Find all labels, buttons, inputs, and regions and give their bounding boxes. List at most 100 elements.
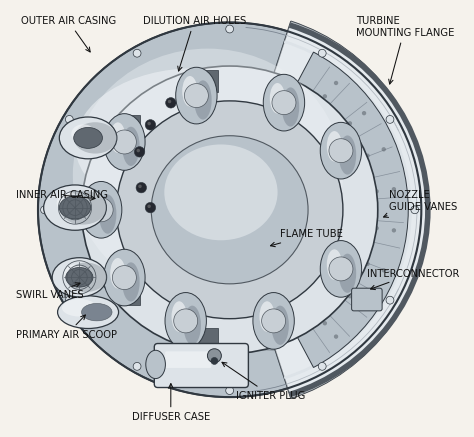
Ellipse shape [253, 292, 294, 349]
Circle shape [349, 160, 354, 164]
Ellipse shape [89, 198, 113, 222]
Ellipse shape [73, 49, 343, 301]
Circle shape [317, 173, 321, 177]
Circle shape [362, 111, 366, 115]
Ellipse shape [194, 80, 211, 120]
Ellipse shape [82, 66, 378, 354]
Ellipse shape [164, 145, 278, 240]
Ellipse shape [81, 181, 122, 238]
Circle shape [348, 294, 352, 298]
Ellipse shape [262, 309, 285, 333]
Ellipse shape [87, 190, 102, 221]
FancyBboxPatch shape [196, 70, 218, 92]
Text: DIFFUSER CASE: DIFFUSER CASE [132, 384, 210, 422]
Circle shape [357, 224, 362, 228]
Circle shape [333, 249, 337, 253]
Circle shape [226, 25, 234, 33]
Text: INTERCONNECTOR: INTERCONNECTOR [367, 269, 459, 290]
Circle shape [382, 147, 386, 152]
Ellipse shape [71, 124, 95, 143]
Circle shape [41, 206, 48, 214]
Ellipse shape [59, 191, 106, 225]
Circle shape [289, 134, 293, 139]
Ellipse shape [184, 83, 209, 108]
Ellipse shape [173, 199, 391, 351]
Circle shape [334, 132, 338, 135]
Ellipse shape [57, 296, 118, 329]
Ellipse shape [122, 127, 140, 166]
Circle shape [168, 100, 171, 103]
Circle shape [300, 295, 305, 299]
Circle shape [138, 184, 142, 188]
Ellipse shape [59, 117, 117, 159]
Circle shape [311, 308, 316, 312]
Circle shape [365, 153, 370, 158]
Circle shape [137, 149, 140, 152]
FancyBboxPatch shape [155, 343, 248, 388]
Text: SWIRL VANES: SWIRL VANES [16, 283, 84, 300]
Circle shape [386, 115, 394, 123]
Ellipse shape [208, 349, 221, 363]
Ellipse shape [329, 139, 353, 163]
Ellipse shape [73, 122, 117, 153]
Ellipse shape [44, 185, 106, 230]
Wedge shape [229, 21, 428, 398]
Ellipse shape [64, 264, 86, 282]
Ellipse shape [57, 193, 83, 213]
Circle shape [147, 122, 151, 125]
Circle shape [319, 142, 324, 146]
Ellipse shape [165, 292, 206, 349]
Ellipse shape [110, 122, 126, 153]
Ellipse shape [99, 194, 117, 234]
Ellipse shape [282, 87, 299, 127]
Circle shape [319, 362, 326, 370]
Ellipse shape [339, 253, 356, 293]
Ellipse shape [172, 301, 187, 332]
Circle shape [340, 222, 344, 226]
Ellipse shape [320, 122, 362, 179]
Circle shape [300, 121, 305, 125]
Ellipse shape [327, 131, 342, 162]
Circle shape [334, 284, 338, 288]
Circle shape [382, 268, 386, 272]
Text: PRIMARY AIR SCOOP: PRIMARY AIR SCOOP [16, 315, 117, 340]
Ellipse shape [339, 135, 356, 175]
Ellipse shape [82, 303, 112, 321]
Ellipse shape [263, 74, 305, 131]
Circle shape [319, 49, 326, 57]
Circle shape [374, 226, 379, 230]
Circle shape [65, 296, 73, 304]
Text: DILUTION AIR HOLES: DILUTION AIR HOLES [143, 16, 246, 71]
Circle shape [211, 357, 218, 364]
Circle shape [340, 194, 344, 198]
Circle shape [411, 206, 419, 214]
Circle shape [147, 205, 151, 208]
Ellipse shape [38, 22, 421, 397]
Ellipse shape [66, 263, 107, 292]
Ellipse shape [122, 262, 140, 302]
Circle shape [319, 274, 324, 278]
Ellipse shape [151, 136, 308, 284]
FancyBboxPatch shape [352, 288, 382, 311]
Ellipse shape [104, 249, 145, 306]
Ellipse shape [270, 83, 285, 114]
Circle shape [136, 182, 146, 193]
Circle shape [392, 228, 396, 232]
Circle shape [165, 97, 176, 108]
Ellipse shape [52, 258, 107, 297]
Ellipse shape [259, 301, 275, 332]
Circle shape [323, 94, 327, 98]
Text: INNER AIR CASING: INNER AIR CASING [16, 190, 108, 200]
Ellipse shape [182, 76, 198, 107]
Circle shape [362, 304, 366, 309]
Circle shape [317, 243, 321, 247]
Circle shape [134, 147, 145, 157]
Circle shape [323, 196, 327, 200]
Circle shape [334, 81, 338, 85]
Circle shape [133, 49, 141, 57]
Ellipse shape [320, 241, 362, 297]
Circle shape [392, 187, 396, 191]
Ellipse shape [272, 90, 296, 114]
Ellipse shape [176, 67, 217, 124]
Ellipse shape [272, 305, 289, 345]
